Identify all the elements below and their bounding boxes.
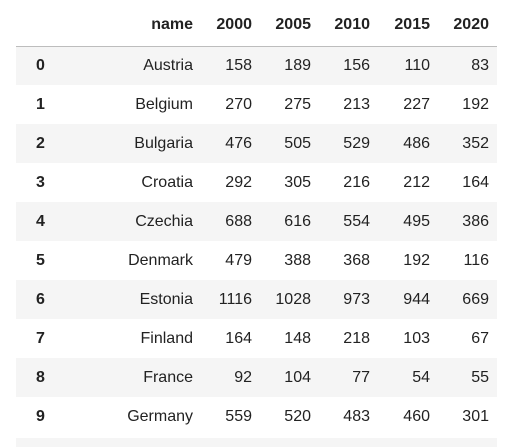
- value-cell: 368: [343, 251, 370, 269]
- value-cell: 669: [462, 290, 489, 308]
- value-cell: 158: [225, 56, 252, 74]
- row: 7 Finland 164 148 218 103 67: [16, 319, 497, 358]
- value-cell: 164: [225, 329, 252, 347]
- value-cell: 292: [225, 173, 252, 191]
- value-cell: 1116: [218, 290, 252, 308]
- name-cell: France: [143, 368, 193, 386]
- value-cell: 460: [403, 407, 430, 425]
- value-cell: 218: [343, 329, 370, 347]
- value-cell: 192: [462, 95, 489, 113]
- row-index: 0: [36, 56, 45, 74]
- value-cell: 479: [225, 251, 252, 269]
- value-cell: 192: [403, 251, 430, 269]
- value-cell: 104: [284, 368, 311, 386]
- value-cell: 520: [284, 407, 311, 425]
- row-index: 2: [36, 134, 45, 152]
- value-cell: 148: [284, 329, 311, 347]
- value-cell: 77: [352, 368, 370, 386]
- name-cell: Bulgaria: [134, 134, 193, 152]
- value-cell: 275: [284, 95, 311, 113]
- value-cell: 483: [343, 407, 370, 425]
- row-index: 6: [36, 290, 45, 308]
- column-header: 2020: [438, 0, 497, 47]
- column-header: 2000: [201, 0, 260, 47]
- row-index: 4: [36, 212, 45, 230]
- row-index: 1: [36, 95, 45, 113]
- value-cell: 616: [284, 212, 311, 230]
- value-cell: 301: [462, 407, 489, 425]
- value-cell: 505: [284, 134, 311, 152]
- value-cell: 227: [403, 95, 430, 113]
- value-cell: 213: [343, 95, 370, 113]
- column-header: 2015: [378, 0, 438, 47]
- row-index: 9: [36, 407, 45, 425]
- row: 5 Denmark 479 388 368 192 116: [16, 241, 497, 280]
- row-index: 5: [36, 251, 45, 269]
- value-cell: 476: [225, 134, 252, 152]
- value-cell: 67: [471, 329, 489, 347]
- row: 9 Germany 559 520 483 460 301: [16, 397, 497, 436]
- value-cell: 973: [343, 290, 370, 308]
- index-header: [16, 0, 90, 47]
- value-cell: 83: [471, 56, 489, 74]
- value-cell: 92: [234, 368, 252, 386]
- header-row: name 2000 2005 2010 2015 2020: [16, 0, 497, 47]
- value-cell: 189: [284, 56, 311, 74]
- row-index: 8: [36, 368, 45, 386]
- row: 2 Bulgaria 476 505 529 486 352: [16, 124, 497, 163]
- value-cell: 103: [403, 329, 430, 347]
- name-cell: Denmark: [128, 251, 193, 269]
- value-cell: 110: [404, 56, 430, 74]
- name-cell: Germany: [127, 407, 193, 425]
- value-cell: 270: [225, 95, 252, 113]
- name-cell: Austria: [143, 56, 193, 74]
- value-cell: 559: [225, 407, 252, 425]
- value-cell: 495: [403, 212, 430, 230]
- row: 8 France 92 104 77 54 55: [16, 358, 497, 397]
- column-header: 2010: [319, 0, 378, 47]
- row: 6 Estonia 1116 1028 973 944 669: [16, 280, 497, 319]
- value-cell: 212: [403, 173, 430, 191]
- row: 4 Czechia 688 616 554 495 386: [16, 202, 497, 241]
- row: 1 Belgium 270 275 213 227 192: [16, 85, 497, 124]
- value-cell: 554: [343, 212, 370, 230]
- value-cell: 944: [403, 290, 430, 308]
- value-cell: 486: [403, 134, 430, 152]
- header: name 2000 2005 2010 2015 2020: [16, 0, 497, 47]
- row: 3 Croatia 292 305 216 212 164: [16, 163, 497, 202]
- value-cell: 688: [225, 212, 252, 230]
- value-cell: 1028: [275, 290, 311, 308]
- value-cell: 352: [462, 134, 489, 152]
- data-frame: name 2000 2005 2010 2015 2020 0 Austria 158 189 1…: [16, 0, 497, 436]
- name-cell: Finland: [140, 329, 193, 347]
- name-cell: Czechia: [135, 212, 193, 230]
- value-cell: 388: [284, 251, 311, 269]
- value-cell: 305: [284, 173, 311, 191]
- name-cell: Estonia: [139, 290, 193, 308]
- value-cell: 529: [343, 134, 370, 152]
- row-index: 7: [36, 329, 45, 347]
- value-cell: 216: [343, 173, 370, 191]
- body: 0 Austria 158 189 156 110 83 1 Belgium 270 275 213 2…: [16, 46, 497, 436]
- name-cell: Belgium: [135, 95, 193, 113]
- value-cell: 116: [463, 251, 489, 269]
- row-index: 3: [36, 173, 45, 191]
- column-header: 2005: [260, 0, 319, 47]
- value-cell: 54: [412, 368, 430, 386]
- row: 0 Austria 158 189 156 110 83: [16, 46, 497, 85]
- value-cell: 55: [471, 368, 489, 386]
- name-cell: Croatia: [141, 173, 193, 191]
- partial-row: [16, 438, 497, 447]
- value-cell: 164: [462, 173, 489, 191]
- value-cell: 156: [343, 56, 370, 74]
- column-header: name: [90, 0, 201, 47]
- value-cell: 386: [462, 212, 489, 230]
